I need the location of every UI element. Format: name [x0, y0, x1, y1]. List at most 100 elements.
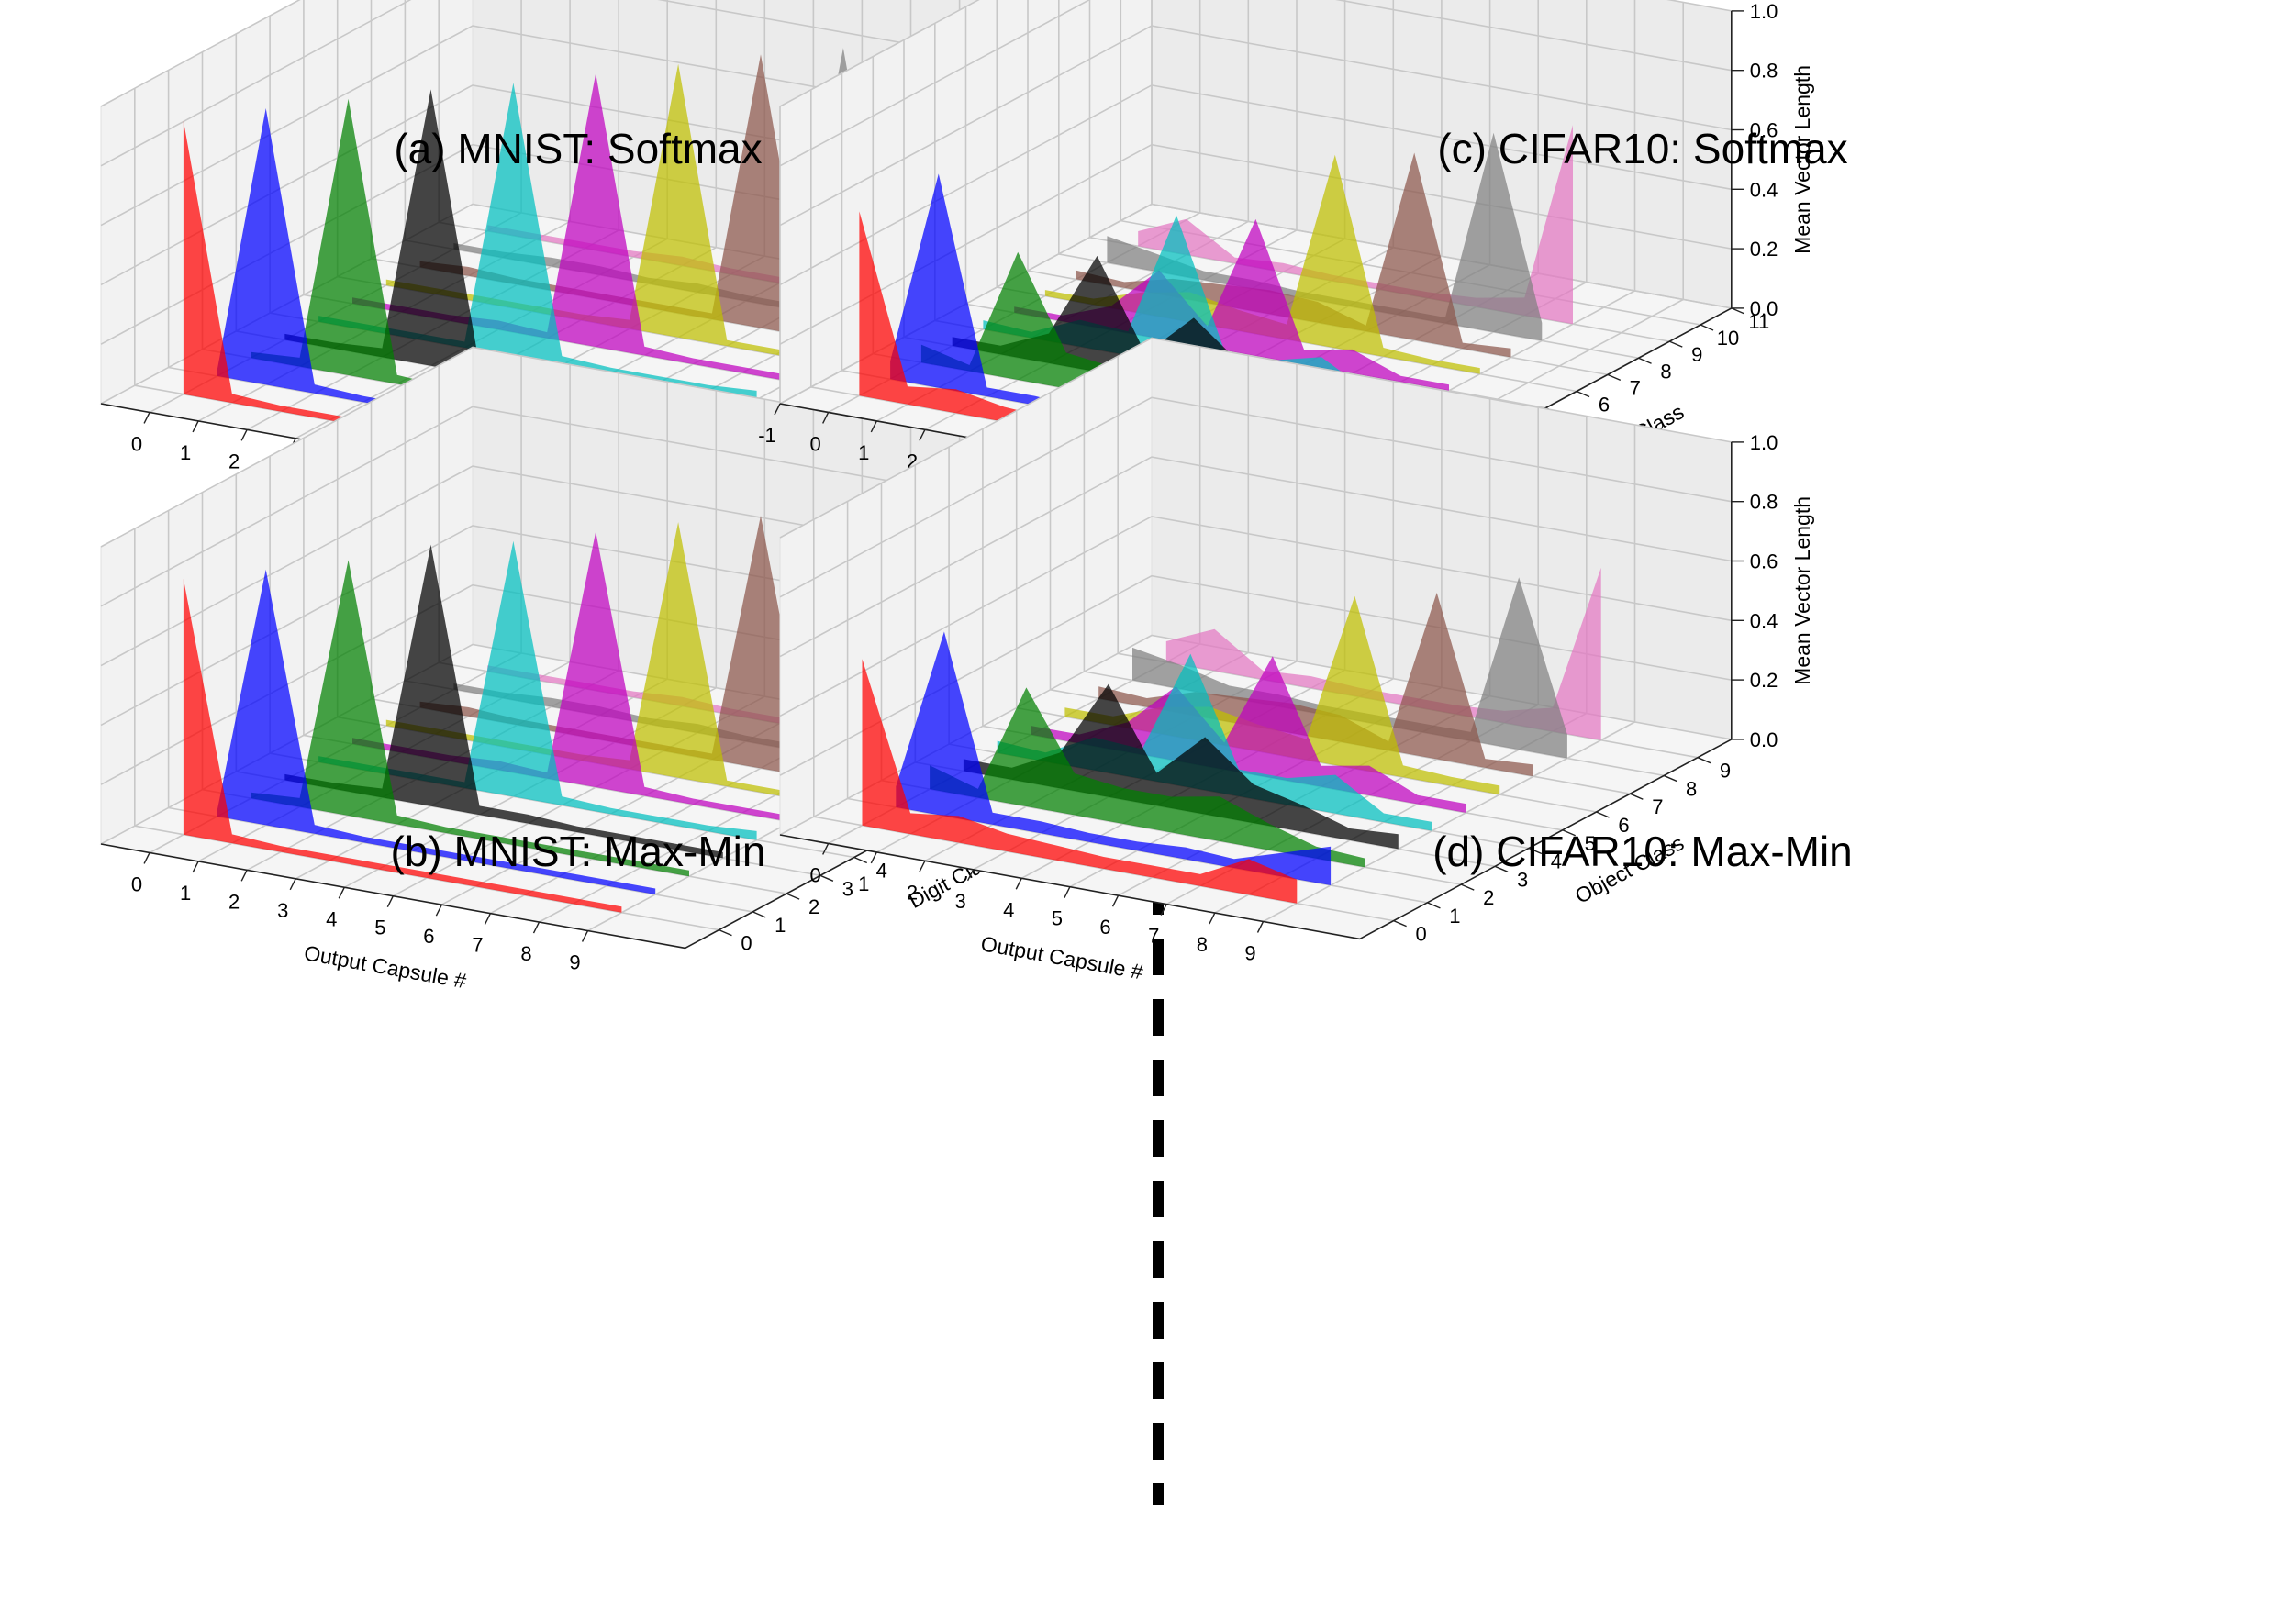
z-tick-label: 0.0	[1750, 297, 1778, 320]
x-tick	[289, 878, 296, 891]
chart-title: (a) MNIST: Softmax	[394, 125, 762, 172]
series-area-class-7	[419, 54, 859, 346]
z-tick-label: 0.0	[1750, 728, 1778, 751]
x-tick-label: 2	[228, 450, 240, 472]
z-tick-label: 0.8	[1750, 491, 1778, 514]
x-tick-label: 0	[810, 863, 821, 886]
x-tick	[870, 851, 877, 864]
x-tick	[143, 852, 150, 864]
y-tick	[719, 928, 732, 937]
series-area-class-2	[251, 560, 689, 877]
x-tick-label: 7	[1148, 925, 1159, 948]
z-axis-label: Mean Vector Length	[1790, 65, 1814, 254]
x-tick	[386, 895, 394, 908]
y-tick-label: 6	[1618, 814, 1629, 837]
x-tick	[435, 904, 443, 917]
z-tick-label: 0.6	[1750, 550, 1778, 573]
z-tick-label: 0.2	[1750, 238, 1778, 261]
series-area-class-5	[352, 73, 791, 382]
series-area-class-4	[318, 83, 757, 400]
y-tick	[1731, 307, 1745, 315]
x-tick	[1111, 894, 1120, 907]
series-area-class-0	[859, 211, 1295, 474]
x-tick	[774, 403, 781, 416]
grid-z	[779, 25, 1732, 227]
grid-z	[779, 516, 1732, 717]
x-tick	[1209, 912, 1216, 925]
series-area-class-6	[385, 63, 825, 364]
y-tick-label: 5	[1585, 832, 1596, 855]
series-area-class-4	[997, 653, 1432, 831]
x-tick-label: 3	[954, 890, 965, 913]
grid-z	[100, 0, 1057, 167]
x-tick-label: 0	[131, 872, 142, 895]
z-tick-label: 0.4	[1750, 178, 1778, 201]
y-tick-label: 9	[1691, 343, 1702, 366]
y-tick-label: 10	[1717, 327, 1739, 350]
x-tick	[192, 861, 199, 873]
y-tick-label: 7	[1630, 376, 1641, 399]
y-tick	[1460, 883, 1475, 891]
y-tick-label: 2	[808, 895, 819, 918]
z-tick-label: 1.0	[1750, 0, 1778, 23]
x-tick-label: 5	[1052, 907, 1063, 930]
x-tick-label: 4	[1003, 898, 1014, 921]
chart-title: (d) CIFAR10: Max-Min	[1432, 828, 1853, 875]
x-tick-label: 2	[228, 890, 240, 913]
y-tick-label: 1	[775, 914, 786, 937]
x-axis-label: Output Capsule #	[979, 931, 1145, 983]
y-tick	[1700, 324, 1714, 331]
y-tick	[1427, 902, 1441, 909]
x-tick-label: 7	[472, 934, 483, 957]
x-tick-label: 1	[858, 872, 869, 895]
grid-z	[779, 143, 1732, 345]
y-tick-label: 2	[1483, 886, 1494, 909]
y-tick	[1528, 847, 1543, 855]
x-axis-label: Output Capsule #	[302, 940, 468, 993]
series-area-class-2	[251, 98, 689, 437]
x-tick	[822, 843, 830, 855]
y-tick	[819, 874, 834, 882]
grid-z	[779, 0, 1732, 167]
x-tick-label: 2	[907, 881, 918, 904]
x-tick-label: 6	[1099, 916, 1110, 939]
series-area-class-6	[1064, 595, 1500, 795]
x-tick	[581, 930, 589, 942]
y-tick	[786, 893, 800, 900]
x-tick	[143, 412, 150, 424]
y-tick	[1494, 865, 1509, 872]
x-tick-label: 1	[180, 441, 191, 464]
y-tick	[1669, 340, 1683, 348]
series-area-class-2	[930, 687, 1365, 868]
x-tick	[822, 412, 830, 424]
grid-z	[779, 337, 1732, 539]
series-area-class-5	[352, 531, 791, 822]
z-tick-label: 0.4	[1750, 609, 1778, 632]
series-area-class-3	[284, 89, 723, 418]
y-tick	[1630, 793, 1644, 800]
y-tick	[1393, 919, 1407, 928]
series-area-class-3	[963, 683, 1399, 850]
x-tick-label: 9	[569, 951, 580, 974]
x-tick	[1064, 886, 1071, 899]
z-tick-label: 0.8	[1750, 60, 1778, 83]
series-area-class-0	[862, 659, 1298, 904]
y-tick-label: 4	[1551, 850, 1562, 873]
y-tick-label: 0	[1415, 923, 1426, 946]
x-tick	[1015, 877, 1022, 890]
y-tick-label: 11	[1748, 310, 1769, 333]
x-tick-label: 4	[326, 907, 337, 930]
series-area-class-7	[1098, 593, 1533, 777]
x-tick	[338, 886, 345, 899]
grid-z	[779, 396, 1732, 598]
series-area-class-6	[1044, 154, 1480, 374]
series-area-class-3	[284, 544, 723, 859]
y-tick	[752, 911, 766, 918]
y-tick-label: 9	[1720, 760, 1731, 783]
y-tick	[853, 856, 868, 864]
y-tick-label: 8	[1660, 360, 1671, 383]
x-tick-label: 8	[520, 942, 531, 965]
x-tick	[1256, 921, 1265, 933]
series-area-class-5	[1031, 656, 1466, 813]
y-tick	[1697, 757, 1711, 764]
